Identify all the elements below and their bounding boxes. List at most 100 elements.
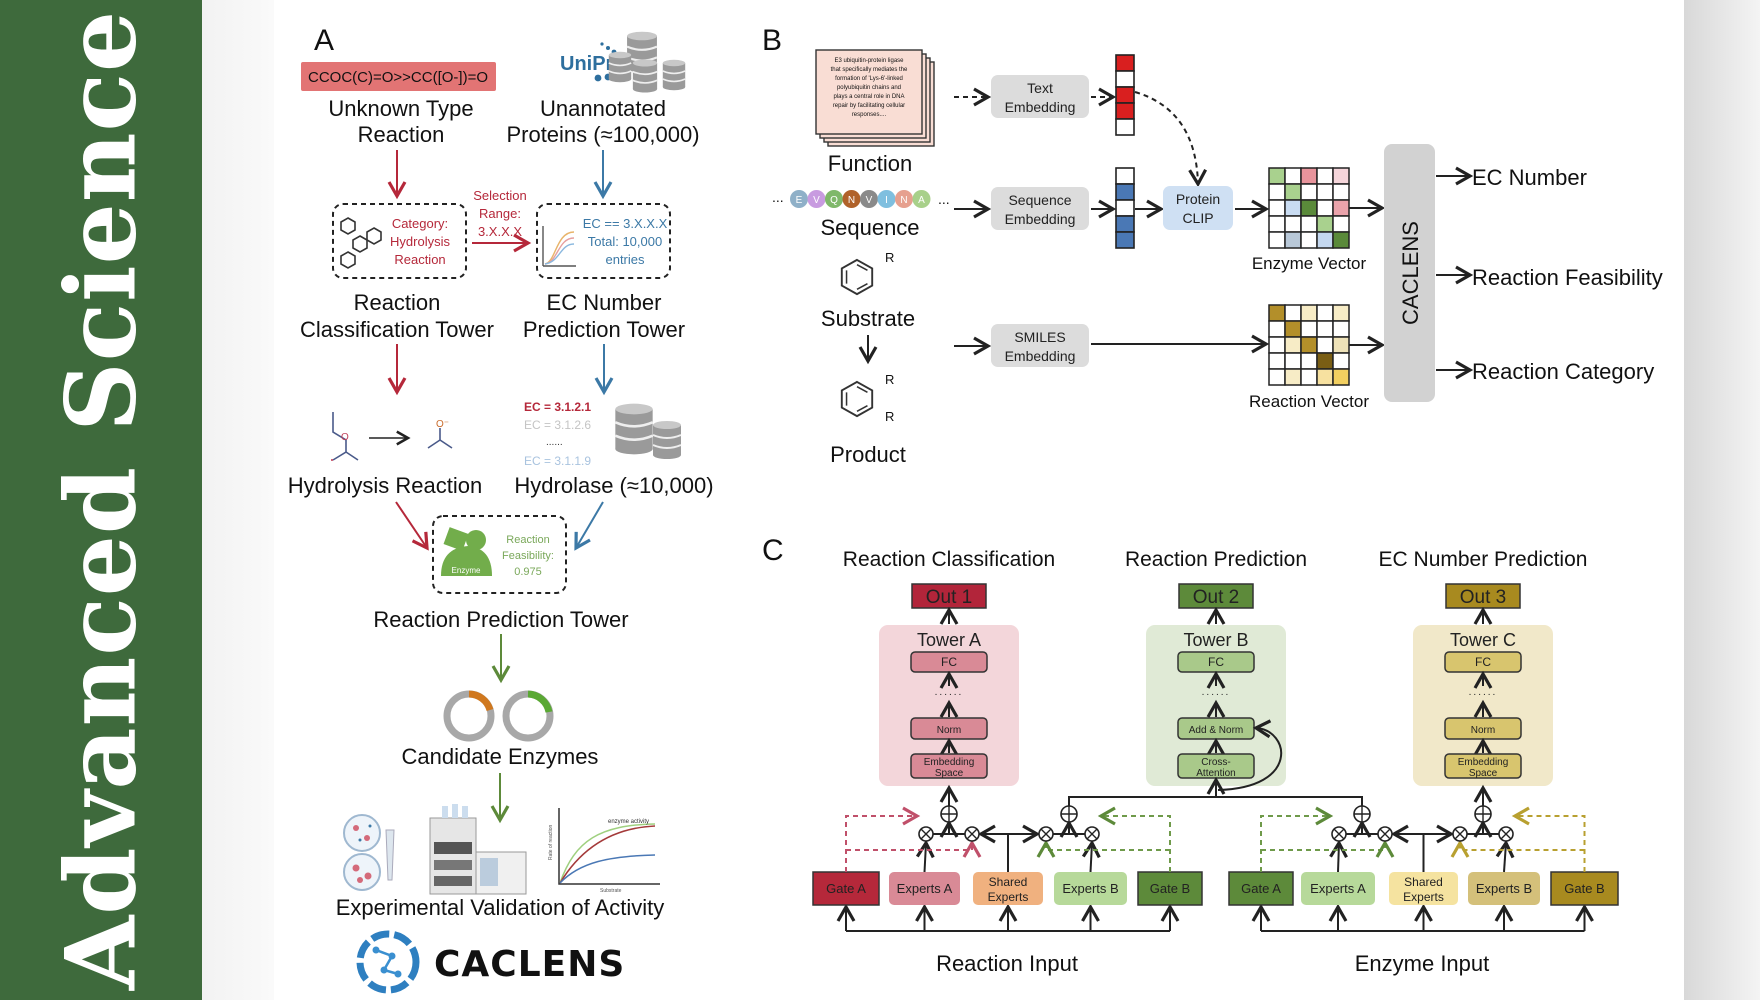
vector-cell [1115, 199, 1135, 217]
function-text-line: repair by facilitating cellular [833, 103, 905, 109]
grid-cell [1268, 215, 1286, 233]
multiply-node-icon [1040, 828, 1052, 840]
selection-line3: 3.X.X.X [478, 224, 522, 239]
atom-o-minus-label: O⁻ [436, 419, 449, 430]
grid-cell [1268, 336, 1286, 354]
activity-chart-title: enzyme activity [608, 819, 649, 825]
gate-box [1550, 871, 1619, 906]
category-line2: Hydrolysis [390, 234, 450, 249]
panel-a: A CCOC(C)=O>>CC([O-])=O UniProt Unknown … [288, 24, 714, 994]
base-layer-label: Attention [1196, 768, 1235, 779]
sum-node-icon [941, 806, 957, 822]
grid-cell [1284, 352, 1302, 370]
output-box [1445, 583, 1521, 609]
residue-letter: N [848, 195, 855, 206]
experts-box [973, 872, 1043, 905]
vector-cell [1115, 70, 1135, 88]
residue-bead [912, 190, 931, 208]
grid-cell [1300, 368, 1318, 386]
grid-cell [1284, 368, 1302, 386]
experts-box [1389, 872, 1458, 905]
activity-chart-ylabel: Rate of reaction [548, 824, 554, 860]
tower-label: Tower A [917, 630, 981, 650]
text-to-clip-arrow [1134, 91, 1208, 188]
hydrolysis-reaction-label: Hydrolysis Reaction [288, 473, 482, 498]
function-text-line: polyubiquitin chains and [837, 85, 901, 91]
caclens-model-label: CACLENS [1398, 221, 1423, 325]
substrate-label: Substrate [821, 306, 915, 331]
multiply-node-icon [1379, 828, 1391, 840]
text-embedding-line1: Text [1027, 80, 1053, 96]
ec-item-1: EC = 3.1.2.1 [524, 400, 591, 414]
grid-cell [1332, 231, 1350, 249]
grid-cell [1332, 304, 1350, 322]
vector-cell [1115, 102, 1135, 120]
grid-cell [1300, 199, 1318, 217]
base-layer-label: Cross- [1201, 757, 1230, 768]
grid-cell [1268, 320, 1286, 338]
grid-cell [1268, 167, 1286, 185]
grid-cell [1316, 167, 1334, 185]
arrow-diag-red [395, 501, 429, 551]
residue-letter: A [918, 195, 925, 206]
gate-b-label: Gate B [1564, 881, 1604, 896]
gate-a-route [1261, 839, 1395, 858]
residue-bead [860, 190, 878, 208]
grid-cell [1300, 183, 1318, 201]
grid-cell [1284, 336, 1302, 354]
sequence-label: Sequence [820, 215, 919, 240]
tower-label: Tower B [1183, 630, 1248, 650]
residue-letter: V [813, 195, 820, 206]
gate-b-route [1511, 806, 1586, 872]
gate-b-route [1036, 839, 1170, 858]
product-r-label-2: R [885, 409, 894, 424]
experts-box [1054, 872, 1127, 905]
gate-box [1228, 871, 1294, 906]
protein-clip-line2: CLIP [1182, 210, 1213, 226]
sequence-embedding-vector [1115, 167, 1135, 249]
prediction-tower-label: Reaction Prediction Tower [373, 607, 628, 632]
multiply-node-icon [920, 828, 932, 840]
grid-cell [1284, 231, 1302, 249]
reaction-input-label: Reaction Input [936, 951, 1078, 976]
output-label: Out 1 [926, 587, 972, 608]
left-gap [202, 0, 274, 1000]
panel-c: C Reaction Classification Out 1 Tower A FC.… [762, 534, 1619, 976]
caclens-logo-text: CACLENS [434, 944, 625, 985]
function-text: E3 ubiquitin-protein ligase that specifi… [831, 58, 908, 118]
norm-layer-label: Add & Norm [1189, 725, 1243, 736]
classification-tower-line1: Reaction [354, 290, 441, 315]
enzyme-icon [441, 527, 492, 576]
grid-cell [1316, 368, 1334, 386]
text-embedding-box [991, 75, 1089, 118]
grid-cell [1332, 320, 1350, 338]
gate-a-route [1260, 806, 1334, 872]
ec-tower-line1: EC Number [547, 290, 662, 315]
grid-cell [1332, 199, 1350, 217]
right-shadow [1684, 0, 1760, 1000]
hydrolase-label: Hydrolase (≈10,000) [514, 473, 713, 498]
shared-experts-label: Shared [1404, 875, 1443, 889]
category-box [332, 203, 467, 279]
feasibility-box [432, 515, 567, 594]
ec-tower-line2: Prediction Tower [523, 317, 685, 342]
function-text-line: responses.... [852, 112, 887, 118]
residue-bead [825, 190, 843, 208]
task-towers: Reaction Classification Out 1 Tower A FC...… [843, 548, 1587, 786]
residue-letter: Q [830, 195, 838, 206]
function-text-line: plays a central role in DNA [833, 94, 904, 100]
grid-cell [1300, 320, 1318, 338]
grid-cell [1316, 304, 1334, 322]
multiply-node-icon [966, 828, 978, 840]
experts-box [1468, 872, 1540, 905]
experts-b-label: Experts B [1476, 881, 1532, 896]
reaction-vector-label: Reaction Vector [1249, 392, 1369, 411]
text-embedding-vector [1115, 54, 1135, 136]
norm-layer-label: Norm [937, 725, 961, 736]
validation-label: Experimental Validation of Activity [336, 895, 665, 920]
base-layer-label: Embedding [1458, 757, 1509, 768]
gate-b-route [1097, 806, 1171, 872]
unannotated-line2: Proteins (≈100,000) [506, 122, 699, 147]
